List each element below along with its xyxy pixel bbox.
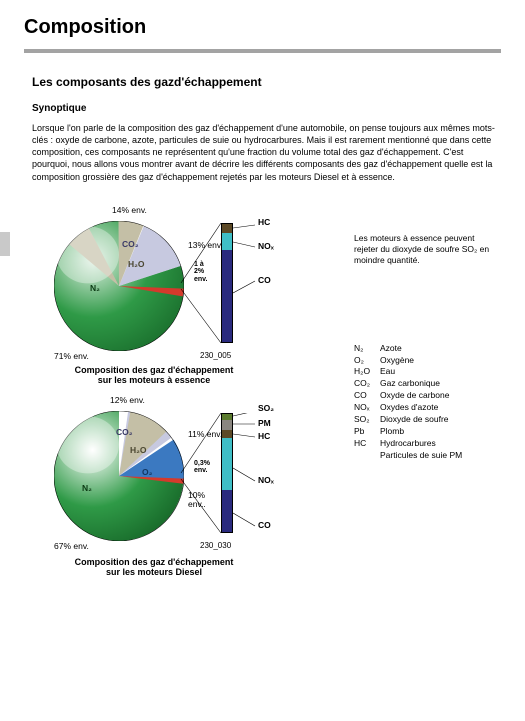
- legend-h2o: H₂OEau: [354, 366, 514, 378]
- dlbl-co: CO: [258, 520, 271, 530]
- page-title: Composition: [24, 16, 501, 39]
- section-title: Les composants des gazd'échappement: [24, 75, 501, 89]
- legend-co: COOxyde de carbone: [354, 390, 514, 402]
- pie-essence: [54, 221, 184, 351]
- dbar-nox: [222, 438, 232, 490]
- legend-nox: NOₓOxydes d'azote: [354, 402, 514, 414]
- lbl-hc: HC: [258, 217, 270, 227]
- legend-so2: SO₂Dioxyde de soufre: [354, 414, 514, 426]
- essence-detail-bar: [221, 223, 233, 343]
- pct-co2: 14% env.: [112, 205, 147, 215]
- d-label-co2: CO₂: [116, 427, 133, 437]
- dbar-pm: [222, 420, 232, 431]
- caption-essence-l1: Composition des gaz d'échappement: [75, 365, 234, 375]
- subhead: Synoptique: [24, 103, 501, 114]
- d-label-h2o: H₂O: [130, 445, 147, 455]
- d-label-n2: N₂: [82, 483, 92, 493]
- legend-hc: HCHydrocarbures: [354, 438, 514, 450]
- lbl-nox: NOₓ: [258, 241, 274, 251]
- ref-essence: 230_005: [200, 351, 231, 360]
- legend-pb: PbPlomb: [354, 426, 514, 438]
- legend-o2: O₂Oxygène: [354, 355, 514, 367]
- caption-essence-l2: sur les moteurs à essence: [98, 375, 211, 385]
- legend-co2: CO₂Gaz carbonique: [354, 378, 514, 390]
- dlbl-so2: SO₂: [258, 403, 274, 413]
- bar-co: [222, 250, 232, 342]
- dlbl-hc: HC: [258, 431, 270, 441]
- dbar-hc: [222, 430, 232, 438]
- caption-essence: Composition des gaz d'échappement sur le…: [54, 365, 254, 385]
- d-label-o2: O₂: [142, 467, 152, 477]
- title-rule: [24, 49, 501, 53]
- bar-hc: [222, 224, 232, 233]
- d-pct-n2: 67% env.: [54, 541, 89, 551]
- dbar-co: [222, 490, 232, 531]
- dlbl-nox: NOₓ: [258, 475, 274, 485]
- lbl-co: CO: [258, 275, 271, 285]
- side-note: Les moteurs à essence peuvent rejeter du…: [354, 233, 494, 266]
- pct-n2: 71% env.: [54, 351, 89, 361]
- legend: N₂Azote O₂Oxygène H₂OEau CO₂Gaz carboniq…: [354, 343, 514, 462]
- caption-diesel-l2: sur les moteurs Diesel: [106, 567, 202, 577]
- label-n2: N₂: [90, 283, 100, 293]
- legend-n2: N₂Azote: [354, 343, 514, 355]
- chart-diesel: N₂ CO₂ H₂O O₂ 12% env. 11% env. 0,3% env…: [54, 393, 501, 583]
- dlbl-pm: PM: [258, 418, 271, 428]
- d-pct-co2: 12% env.: [110, 395, 145, 405]
- page-side-tab: [0, 232, 10, 256]
- legend-pm: Particules de suie PM: [354, 450, 514, 462]
- label-h2o: H₂O: [128, 259, 145, 269]
- diesel-detail-bar: [221, 413, 233, 533]
- caption-diesel: Composition des gaz d'échappement sur le…: [54, 557, 254, 577]
- label-co2: CO₂: [122, 239, 139, 249]
- caption-diesel-l1: Composition des gaz d'échappement: [75, 557, 234, 567]
- bar-nox: [222, 233, 232, 250]
- body-paragraph: Lorsque l'on parle de la composition des…: [24, 122, 501, 183]
- ref-diesel: 230_030: [200, 541, 231, 550]
